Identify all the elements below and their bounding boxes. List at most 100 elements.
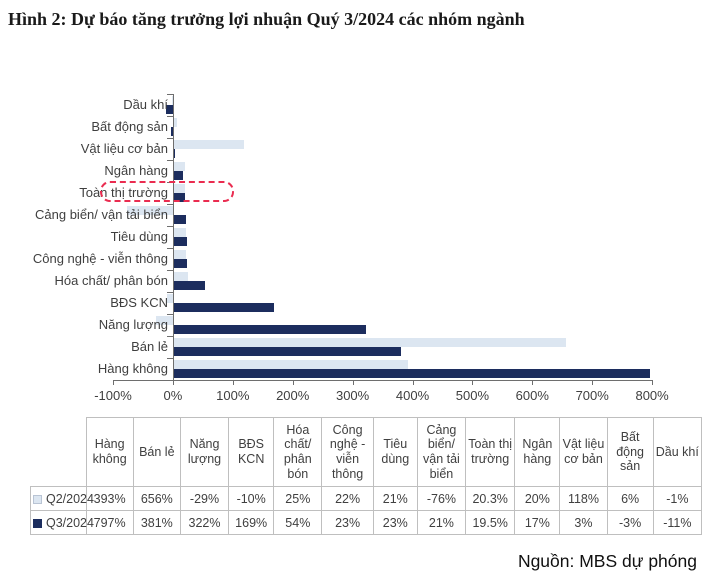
x-axis-tick bbox=[292, 381, 294, 385]
x-axis-tick bbox=[412, 381, 414, 385]
x-axis-tick-label: -100% bbox=[94, 388, 132, 403]
category-label: Vật liệu cơ bản bbox=[80, 141, 168, 156]
legend-label: Q3/2024 bbox=[46, 515, 94, 530]
y-axis-tick bbox=[167, 94, 173, 95]
bar-q3-2024 bbox=[171, 127, 173, 136]
bar-q3-2024 bbox=[173, 325, 366, 334]
column-header: Bán lẻ bbox=[132, 417, 181, 487]
x-axis-tick-label: 700% bbox=[575, 388, 609, 403]
x-axis-tick bbox=[592, 381, 594, 385]
table-body: Q2/2024 393% 656% -29% -10% 25% 22% 21% -76% 20.3… bbox=[30, 486, 703, 535]
bar-q2-2024 bbox=[173, 184, 186, 193]
column-header: Hóa chất/ phân bón bbox=[273, 417, 323, 487]
data-table-wrapper: Hàng không Bán lẻ Năng lượng BĐS KCN Hóa chấ… bbox=[30, 417, 703, 535]
y-axis-tick bbox=[167, 204, 173, 205]
q3-2024-swatch bbox=[33, 518, 42, 528]
x-axis-tick bbox=[232, 381, 234, 385]
bar-q2-2024 bbox=[173, 250, 187, 259]
x-axis-tick bbox=[652, 381, 654, 385]
x-axis-tick-label: 500% bbox=[455, 388, 490, 403]
y-axis-tick bbox=[167, 336, 173, 337]
column-header: Tiêu dùng bbox=[372, 417, 418, 487]
table-cell: 20% bbox=[514, 486, 561, 511]
table-cell: -10% bbox=[228, 486, 275, 511]
data-table: Hàng không Bán lẻ Năng lượng BĐS KCN Hóa chấ… bbox=[30, 417, 703, 535]
table-header-row: Hàng không Bán lẻ Năng lượng BĐS KCN Hóa chấ… bbox=[30, 417, 703, 487]
legend-cell: Q2/2024 bbox=[30, 486, 94, 511]
table-cell: 656% bbox=[132, 486, 181, 511]
legend-cell: Q3/2024 bbox=[30, 510, 94, 535]
category-label: Dầu khí bbox=[123, 97, 168, 112]
table-cell: -1% bbox=[652, 486, 703, 511]
table-cell: 169% bbox=[228, 510, 275, 535]
x-axis-tick bbox=[172, 381, 174, 385]
y-axis-tick bbox=[167, 314, 173, 315]
table-cell: 21% bbox=[416, 510, 467, 535]
legend-label: Q2/2024 bbox=[46, 491, 94, 506]
bar-q3-2024 bbox=[173, 215, 186, 224]
column-header: Năng lượng bbox=[179, 417, 230, 487]
bar-q3-2024 bbox=[173, 193, 185, 202]
column-header: Toàn thị trường bbox=[465, 417, 516, 487]
bar-q2-2024 bbox=[173, 140, 244, 149]
highlight-dashed-box bbox=[100, 181, 234, 202]
table-cell: 20.3% bbox=[465, 486, 516, 511]
table-cell: 3% bbox=[559, 510, 608, 535]
x-axis-tick bbox=[532, 381, 534, 385]
y-axis-tick bbox=[167, 138, 173, 139]
y-axis-tick bbox=[167, 358, 173, 359]
x-axis-tick bbox=[113, 381, 114, 385]
bar-q3-2024 bbox=[173, 259, 187, 268]
bar-q2-2024 bbox=[173, 162, 185, 171]
table-cell: 118% bbox=[559, 486, 608, 511]
x-axis-tick-label: 0% bbox=[163, 388, 183, 403]
x-axis-tick-label: 800% bbox=[635, 388, 669, 403]
table-corner-blank bbox=[30, 417, 87, 487]
table-cell: 322% bbox=[179, 510, 230, 535]
bar-q2-2024 bbox=[167, 294, 173, 303]
table-cell: 393% bbox=[85, 486, 134, 511]
source-note: Nguồn: MBS dự phóng bbox=[517, 551, 697, 571]
table-cell: 381% bbox=[132, 510, 181, 535]
x-axis-tick bbox=[472, 381, 474, 385]
table-row: Q3/2024 797% 381% 322% 169% 54% 23% 23% 21% 19.5%… bbox=[30, 510, 703, 535]
bar-q3-2024 bbox=[173, 347, 402, 356]
column-header: Hàng không bbox=[85, 417, 134, 487]
bar-q3-2024 bbox=[166, 105, 173, 114]
bar-q3-2024 bbox=[173, 281, 206, 290]
table-row: Q2/2024 393% 656% -29% -10% 25% 22% 21% -76% 20.3… bbox=[30, 486, 703, 511]
table-cell: -76% bbox=[416, 486, 467, 511]
table-cell: -11% bbox=[652, 510, 703, 535]
category-label: Hàng không bbox=[97, 361, 168, 376]
column-header: BĐS KCN bbox=[228, 417, 275, 487]
y-axis-tick bbox=[167, 380, 173, 381]
column-header: Bất động sản bbox=[606, 417, 654, 487]
bar-q2-2024 bbox=[155, 316, 173, 325]
table-cell: 797% bbox=[85, 510, 134, 535]
column-header: Ngân hàng bbox=[514, 417, 561, 487]
table-row: Hàng không Bán lẻ Năng lượng BĐS KCN Hóa chấ… bbox=[30, 417, 703, 487]
table-cell: -29% bbox=[179, 486, 230, 511]
table-cell: 23% bbox=[321, 510, 374, 535]
x-axis-tick-label: 300% bbox=[335, 388, 370, 403]
category-label: Bất động sản bbox=[91, 119, 168, 134]
category-label: Công nghệ - viễn thông bbox=[32, 251, 168, 266]
category-label: Bán lẻ bbox=[131, 339, 168, 354]
table-cell: 23% bbox=[372, 510, 418, 535]
y-axis-tick bbox=[167, 160, 173, 161]
category-label: Năng lượng bbox=[98, 317, 168, 332]
table-cell: 22% bbox=[321, 486, 374, 511]
column-header: Dầu khí bbox=[652, 417, 703, 487]
profit-growth-bar-chart: Dầu khí Bất động sản Vật liệu cơ bản Ngân h… bbox=[0, 86, 706, 416]
table-cell: -3% bbox=[606, 510, 654, 535]
table-cell: 21% bbox=[372, 486, 418, 511]
y-axis-line bbox=[173, 94, 174, 381]
x-axis-line bbox=[113, 380, 653, 381]
y-axis-tick bbox=[167, 270, 173, 271]
y-axis-tick bbox=[167, 226, 173, 227]
category-label: BĐS KCN bbox=[110, 295, 168, 310]
x-axis-tick bbox=[352, 381, 354, 385]
column-header: Vật liệu cơ bản bbox=[559, 417, 608, 487]
figure-title: Hình 2: Dự báo tăng trưởng lợi nhuận Quý… bbox=[8, 9, 525, 29]
